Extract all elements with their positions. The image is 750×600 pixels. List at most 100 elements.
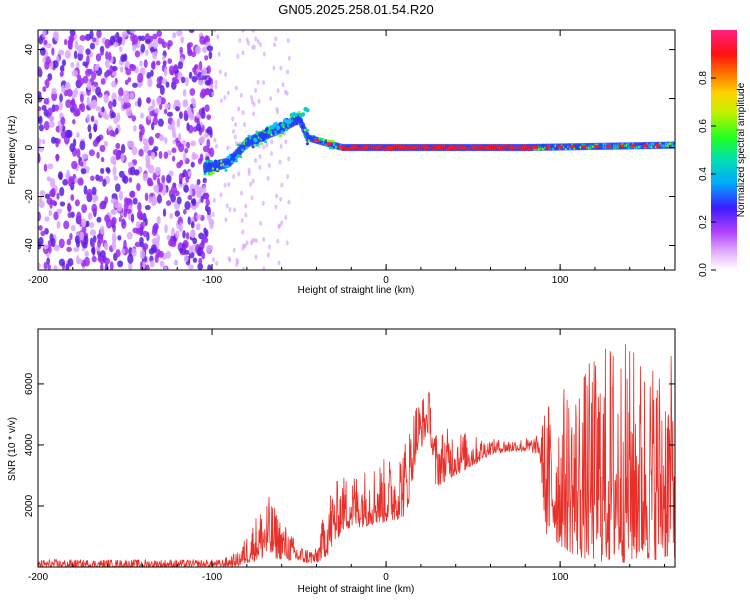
spectrogram-noise-mark (80, 161, 84, 167)
spectrogram-ridge-mark (287, 119, 292, 124)
spectrogram-peak-mark (410, 146, 417, 150)
spectrogram-noise-mark (135, 221, 141, 229)
spectrogram-noise-mark (236, 259, 240, 265)
spectrogram-noise-mark (167, 124, 174, 130)
spectrogram-noise-mark (145, 264, 150, 270)
spectrogram-noise-mark (47, 264, 51, 270)
spectrogram-noise-mark (120, 143, 126, 154)
spectrogram-noise-mark (151, 98, 156, 109)
spectrogram-noise-mark (274, 36, 278, 42)
spectrogram-noise-mark (52, 60, 59, 69)
spectrogram-noise-mark (111, 216, 117, 225)
spectrogram-noise-mark (85, 48, 91, 55)
spectrogram-noise-mark (61, 84, 65, 94)
spectrogram-noise-mark (184, 147, 189, 154)
spectrogram-noise-mark (233, 134, 237, 140)
spectrogram-noise-mark (269, 151, 273, 157)
spectrogram-noise-mark (201, 106, 205, 114)
y-tick-label: 4000 (24, 433, 35, 456)
spectrogram-noise-mark (95, 174, 100, 181)
spectrogram-noise-mark (104, 59, 110, 69)
spectrogram-ridge-mark (211, 170, 216, 174)
spectrogram-noise-mark (39, 190, 46, 197)
snr-panel: -200 -100 0 100 2000 4000 6000 Height of stra… (7, 328, 676, 595)
spectrogram-noise-mark (159, 134, 165, 142)
spectrogram-noise-mark (195, 123, 202, 132)
spectrogram-noise-mark (251, 178, 255, 184)
spectrogram-noise-mark (279, 196, 283, 202)
colorbar-tick-label: 0.8 (698, 71, 709, 85)
spectrogram-noise-mark (136, 183, 141, 192)
spectrogram-noise-mark (84, 250, 89, 257)
spectrogram-peak-mark (471, 146, 478, 150)
spectrogram-noise-mark (132, 227, 139, 234)
spectrogram-noise-mark (66, 89, 73, 97)
spectrogram-peak-mark (337, 145, 344, 149)
spectrogram-noise-mark (150, 61, 156, 70)
spectrogram-noise-mark (162, 55, 166, 61)
spectrogram-noise-mark (183, 255, 189, 263)
spectrogram-noise-mark (108, 51, 112, 61)
spectrogram-noise-mark (77, 52, 84, 61)
spectrogram-noise-mark (197, 198, 202, 204)
spectrogram-noise-mark (43, 120, 50, 131)
spectrogram-peak-mark (447, 146, 454, 150)
spectrogram-noise-mark (65, 99, 72, 109)
spectrogram-noise-mark (228, 207, 232, 213)
spectrogram-noise-mark (95, 105, 101, 112)
spectrogram-noise-mark (120, 152, 125, 162)
spectrogram-noise-mark (284, 214, 288, 220)
spectrogram-noise-mark (188, 111, 193, 118)
spectrogram-noise-mark (120, 54, 126, 63)
spectrogram-noise-mark (171, 155, 176, 162)
spectrogram-noise-mark (118, 87, 124, 97)
spectrogram-noise-mark (245, 240, 249, 246)
spectrogram-noise-mark (159, 85, 165, 96)
spectrogram-noise-mark (173, 64, 178, 72)
spectrogram-ridge-mark (299, 120, 303, 124)
spectrogram-noise-mark (78, 103, 83, 111)
spectrogram-noise-mark (119, 66, 124, 73)
spectrogram-noise-mark (166, 174, 172, 184)
spectrogram-noise-mark (73, 246, 80, 253)
spectrogram-noise-mark (141, 125, 145, 136)
spectrogram-noise-mark (69, 143, 75, 153)
spectrogram-noise-mark (179, 159, 184, 166)
spectrogram-noise-mark (223, 182, 227, 188)
spectrogram-noise-mark (244, 212, 248, 218)
spectrogram-noise-mark (168, 65, 175, 76)
spectrogram-noise-mark (277, 223, 281, 229)
spectrogram-noise-mark (177, 61, 183, 70)
spectrogram-noise-mark (172, 132, 177, 139)
spectrogram-ridge-mark (284, 128, 289, 132)
spectrogram-ridge-mark (278, 134, 282, 138)
spectrogram-noise-mark (215, 260, 219, 266)
spectrogram-noise-mark (154, 166, 161, 176)
spectrogram-noise-mark (188, 245, 193, 254)
spectrogram-noise-mark (89, 42, 96, 50)
spectrogram-noise-mark (157, 250, 164, 258)
spectrogram-ridge-mark (234, 159, 239, 163)
spectrogram-noise-mark (161, 174, 166, 184)
spectrogram-noise-mark (153, 146, 159, 152)
spectrogram-y-ticks: -40 -20 0 20 40 (24, 44, 675, 253)
spectrogram-noise-mark (204, 55, 209, 61)
spectrogram-noise-mark (165, 250, 171, 259)
spectrogram-noise-mark (81, 203, 88, 214)
spectrogram-noise-mark (74, 235, 80, 244)
spectrogram-noise-mark (68, 178, 73, 187)
spectrogram-noise-mark (82, 75, 89, 84)
spectrogram-noise-mark (209, 147, 215, 158)
spectrogram-noise-mark (258, 42, 262, 48)
spectrogram-peak-mark (532, 145, 539, 149)
spectrogram-noise-mark (168, 170, 174, 177)
spectrogram-noise-mark (138, 148, 144, 157)
x-tick-label: -100 (202, 275, 222, 286)
spectrogram-noise-mark (54, 31, 60, 42)
spectrogram-noise-mark (223, 95, 227, 101)
spectrogram-noise-mark (104, 71, 109, 78)
spectrogram-noise-mark (51, 87, 57, 95)
spectrogram-noise-mark (64, 82, 70, 90)
spectrogram-noise-mark (109, 261, 114, 270)
